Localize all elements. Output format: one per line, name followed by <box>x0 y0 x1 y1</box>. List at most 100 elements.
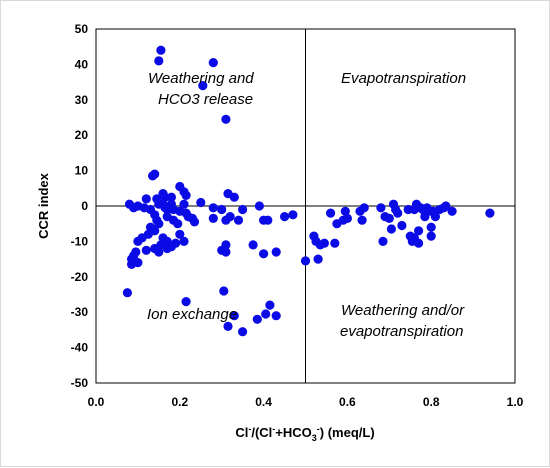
data-point <box>196 197 206 208</box>
y-tick-label: 50 <box>75 22 89 36</box>
data-point <box>208 203 218 213</box>
data-point <box>259 249 269 259</box>
data-point <box>248 240 258 250</box>
data-point <box>141 194 151 204</box>
y-tick-label: 0 <box>81 199 88 213</box>
data-point <box>156 45 166 55</box>
data-point <box>208 58 218 68</box>
data-point <box>133 258 143 268</box>
data-point <box>154 56 164 66</box>
data-point <box>166 192 176 202</box>
data-point <box>221 247 231 257</box>
annotation-line: evapotranspiration <box>340 323 463 340</box>
data-point <box>221 240 231 250</box>
x-tick-label: 0.2 <box>171 395 188 409</box>
data-point <box>271 311 281 321</box>
data-point <box>280 212 290 222</box>
annotation-top-left: Weathering and HCO3 release <box>148 70 254 108</box>
data-point <box>271 247 281 257</box>
data-point <box>229 192 239 202</box>
data-point <box>430 212 440 222</box>
annotation-line: Weathering and/or <box>341 302 465 319</box>
x-tick-label: 0.0 <box>88 395 105 409</box>
data-point <box>160 192 170 202</box>
tick-layer: -50 -40 -30 -20 -10 0 10 20 30 40 50 0.0 0.2 0.4 0.6 0.… <box>71 22 524 409</box>
x-tick-label: 0.8 <box>423 395 440 409</box>
data-point <box>181 190 191 200</box>
data-point <box>261 309 271 319</box>
data-point <box>141 245 151 255</box>
data-point <box>384 213 394 223</box>
annotation-line: HCO3 release <box>158 91 253 108</box>
x-tick-label: 0.6 <box>339 395 356 409</box>
data-point <box>300 256 311 266</box>
y-tick-label: -20 <box>71 270 89 284</box>
data-point <box>233 215 244 225</box>
y-tick-label: 20 <box>75 128 89 142</box>
data-point <box>447 206 457 216</box>
data-point <box>254 201 264 211</box>
data-point <box>288 210 298 220</box>
data-point <box>340 206 350 216</box>
data-point <box>378 236 388 246</box>
data-point <box>133 236 143 246</box>
y-tick-label: -10 <box>71 234 89 248</box>
data-point <box>359 203 369 213</box>
data-point <box>189 217 200 227</box>
data-point <box>426 222 436 232</box>
data-point <box>263 215 273 225</box>
data-point <box>181 297 191 307</box>
y-tick-label: -30 <box>71 305 89 319</box>
data-point <box>342 213 352 223</box>
data-point <box>179 236 189 246</box>
x-axis-title: Cl-/(Cl-+HCO3-) (meq/L) <box>235 424 374 443</box>
data-point <box>154 247 164 257</box>
data-point <box>173 219 183 229</box>
data-point <box>179 199 189 209</box>
x-tick-label: 0.4 <box>255 395 272 409</box>
annotation-line: Ion exchange <box>147 306 237 323</box>
data-point <box>414 238 424 248</box>
data-point <box>219 286 229 296</box>
data-point <box>386 224 396 234</box>
data-points <box>122 45 495 337</box>
y-tick-label: 10 <box>75 164 89 178</box>
data-point <box>217 204 227 215</box>
data-point <box>221 114 231 124</box>
data-point <box>330 238 340 248</box>
y-tick-label: 40 <box>75 57 89 71</box>
data-point <box>376 203 386 213</box>
data-point <box>225 212 235 222</box>
data-point <box>414 226 424 236</box>
annotation-line: Evapotranspiration <box>341 70 466 87</box>
data-point <box>441 201 451 211</box>
data-point <box>252 314 262 324</box>
x-tick-label: 1.0 <box>507 395 524 409</box>
annotation-top-right: Evapotranspiration <box>341 70 466 87</box>
plot-area-border <box>95 28 516 384</box>
y-tick-label: 30 <box>75 93 89 107</box>
y-tick-label: -50 <box>71 376 89 390</box>
data-point <box>229 311 239 321</box>
data-point <box>326 208 336 218</box>
data-point <box>223 321 233 331</box>
data-point <box>238 204 248 215</box>
data-point <box>175 229 185 239</box>
data-point <box>313 254 323 264</box>
data-point <box>208 213 218 223</box>
annotation-line: Weathering and <box>148 70 254 87</box>
data-point <box>166 242 176 252</box>
data-point <box>357 215 367 225</box>
data-point <box>426 231 436 241</box>
data-point <box>198 81 208 91</box>
data-point <box>238 327 248 337</box>
data-point <box>319 238 329 248</box>
data-point <box>388 199 399 209</box>
data-point <box>154 219 164 229</box>
data-point <box>122 288 132 298</box>
data-point <box>397 220 407 231</box>
data-point <box>485 208 495 218</box>
annotation-bottom-left: Ion exchange <box>147 306 237 323</box>
data-point <box>150 169 160 179</box>
